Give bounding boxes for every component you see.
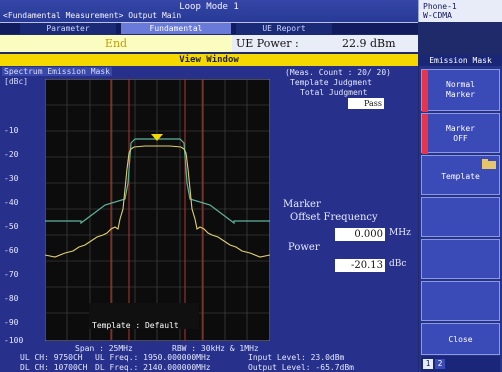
offset-frequency-value: 0.000 [335, 228, 385, 241]
y-tick-label: -60 [4, 246, 38, 255]
phone-name: Phone-1 [423, 2, 502, 11]
y-tick-label: -20 [4, 150, 38, 159]
folder-icon [482, 159, 496, 169]
plot-unit: [dBc] [4, 77, 28, 86]
offset-frequency-label: Offset Frequency [290, 212, 378, 223]
marker-off-button[interactable]: Marker OFF [421, 113, 500, 153]
title-bar: Loop Mode 1 <Fundamental Measurement> Ou… [0, 0, 418, 23]
template-label: Template : Default [92, 321, 179, 330]
active-indicator [422, 70, 428, 112]
active-indicator [422, 114, 428, 154]
blank-softkey-6[interactable] [421, 281, 500, 321]
y-tick-label: -80 [4, 294, 38, 303]
y-tick-label: -30 [4, 174, 38, 183]
softkey-label-line1: Normal [422, 70, 499, 90]
phone-indicator: Phone-1 W-CDMA [418, 0, 502, 22]
softkey-label-line1: Close [422, 324, 499, 345]
offset-frequency-unit: MHz [389, 228, 411, 238]
y-tick-label: -90 [4, 318, 38, 327]
y-tick-label: -50 [4, 222, 38, 231]
input-level: Input Level: 23.0dBm [248, 353, 344, 362]
ue-power-value: 22.9 dBm [342, 35, 396, 52]
blank-softkey-5[interactable] [421, 239, 500, 279]
output-level: Output Level: -65.7dBm [248, 363, 354, 372]
softkey-label-line2: OFF [422, 134, 499, 144]
template-button[interactable]: Template [421, 155, 500, 195]
tab-fundamental[interactable]: Fundamental [121, 23, 231, 34]
status-row: End UE Power : 22.9 dBm [0, 35, 418, 52]
softkey-panel-header: Emission Mask [419, 55, 502, 66]
tab-bar: Parameter Fundamental UE Report [0, 23, 418, 34]
power-unit: dBc [389, 259, 406, 269]
phone-standard: W-CDMA [423, 11, 502, 20]
rbw-text: RBW : 30kHz & 1MHz [172, 344, 259, 353]
dl-frequency: DL Freq.: 2140.000000MHz [95, 363, 211, 372]
breadcrumb: <Fundamental Measurement> Output Main [3, 11, 181, 20]
y-tick-label: -70 [4, 270, 38, 279]
plot-area [45, 79, 270, 341]
y-tick-label: -40 [4, 198, 38, 207]
page-tab-2[interactable]: 2 [435, 359, 445, 369]
softkey-label-line1: Marker [422, 114, 499, 134]
softkey-panel: Emission Mask Normal Marker Marker OFF T… [419, 55, 502, 372]
dl-channel: DL CH: 10700CH [20, 363, 87, 372]
tab-parameter[interactable]: Parameter [20, 23, 116, 34]
measurement-status: End [0, 35, 232, 52]
template-judgment-label: Template Judgment [290, 78, 372, 87]
tab-ue-report[interactable]: UE Report [236, 23, 332, 34]
normal-marker-button[interactable]: Normal Marker [421, 69, 500, 111]
ul-channel: UL CH: 9750CH [20, 353, 83, 362]
blank-softkey-4[interactable] [421, 197, 500, 237]
power-value: -20.13 [335, 259, 385, 272]
y-tick-label: -10 [4, 126, 38, 135]
spectrum-plot [45, 79, 270, 341]
ul-frequency: UL Freq.: 1950.000000MHz [95, 353, 211, 362]
span-text: Span : 25MHz [75, 344, 133, 353]
close-button[interactable]: Close [421, 323, 500, 355]
judgment-result: Pass [348, 98, 384, 109]
softkey-page-tabs: 1 2 [421, 356, 500, 372]
main-panel: Spectrum Emission Mask [dBc] -10 -20 -30… [0, 66, 418, 372]
y-tick-label: -100 [4, 336, 38, 345]
softkey-label-line2: Marker [422, 90, 499, 100]
meas-count: (Meas. Count : 20/ 20) [285, 68, 391, 77]
plot-title: Spectrum Emission Mask [2, 67, 112, 76]
total-judgment-label: Total Judgment [300, 88, 367, 97]
marker-label: Marker [283, 199, 321, 210]
power-label: Power [288, 242, 320, 253]
view-window-banner: View Window [0, 54, 418, 66]
ue-power-label: UE Power : [236, 35, 299, 52]
page-tab-1[interactable]: 1 [423, 359, 433, 369]
